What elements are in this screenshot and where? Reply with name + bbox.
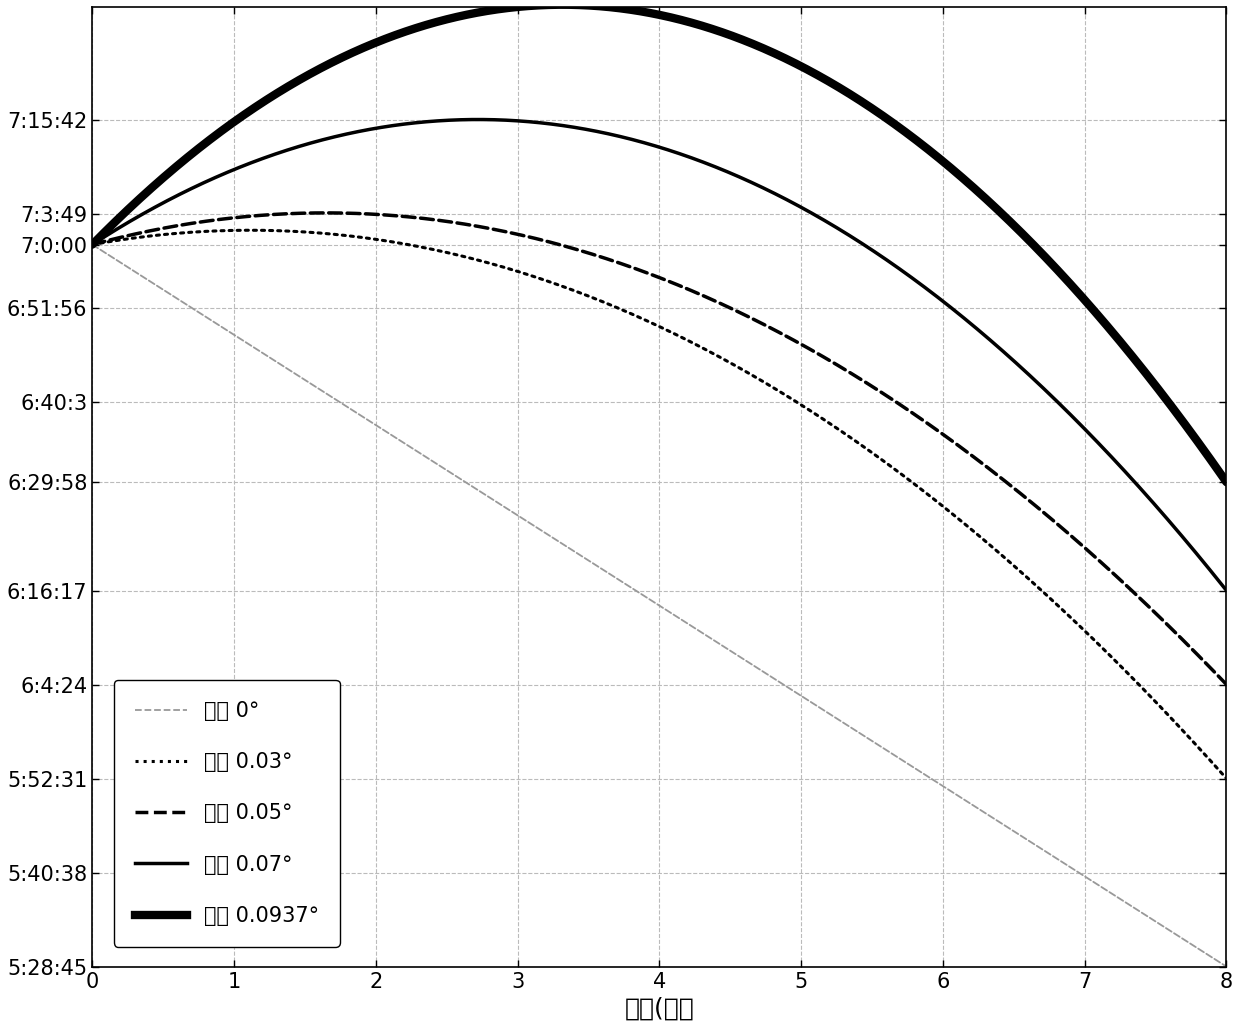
偏置 0.05° bbox=[1187, 645, 1202, 657]
偏置 0° bbox=[1187, 940, 1202, 952]
偏置 0.03° bbox=[84, 238, 99, 251]
Line: 偏置 0.03°: 偏置 0.03° bbox=[92, 230, 1226, 778]
Legend: 偏置 0°, 偏置 0.03°, 偏置 0.05°, 偏置 0.07°, 偏置 0.0937°: 偏置 0°, 偏置 0.03°, 偏置 0.05°, 偏置 0.07°, 偏置 … bbox=[114, 680, 340, 947]
偏置 0° bbox=[636, 589, 651, 601]
偏置 0.07° bbox=[1187, 545, 1202, 557]
偏置 0° bbox=[606, 571, 621, 583]
偏置 0.07° bbox=[471, 113, 486, 125]
偏置 0.03° bbox=[143, 230, 157, 243]
偏置 0° bbox=[143, 276, 157, 288]
偏置 0° bbox=[1219, 960, 1234, 972]
偏置 0° bbox=[1185, 940, 1200, 952]
偏置 0° bbox=[978, 807, 993, 819]
偏置 0.0937° bbox=[606, 1, 621, 13]
偏置 0.07° bbox=[84, 238, 99, 251]
Line: 偏置 0.07°: 偏置 0.07° bbox=[92, 119, 1226, 590]
偏置 0.05° bbox=[1187, 646, 1202, 658]
偏置 0.05° bbox=[1219, 678, 1234, 691]
偏置 0.0937° bbox=[637, 6, 652, 19]
偏置 0.05° bbox=[637, 265, 652, 278]
偏置 0.07° bbox=[637, 137, 652, 149]
偏置 0.0937° bbox=[84, 238, 99, 251]
偏置 0.05° bbox=[317, 207, 332, 219]
偏置 0.05° bbox=[84, 238, 99, 251]
偏置 0.0937° bbox=[556, 0, 570, 11]
偏置 0.05° bbox=[978, 461, 993, 473]
偏置 0.0937° bbox=[1187, 431, 1202, 443]
偏置 0.03° bbox=[1219, 772, 1234, 784]
偏置 0.0937° bbox=[1187, 430, 1202, 442]
偏置 0.07° bbox=[1219, 584, 1234, 596]
偏置 0.05° bbox=[143, 225, 157, 237]
偏置 0.0937° bbox=[978, 192, 993, 205]
偏置 0.05° bbox=[606, 255, 621, 267]
Line: 偏置 0.0937°: 偏置 0.0937° bbox=[92, 5, 1226, 482]
偏置 0.03° bbox=[1187, 736, 1202, 748]
偏置 0.03° bbox=[1187, 737, 1202, 749]
偏置 0.07° bbox=[978, 330, 993, 342]
偏置 0° bbox=[84, 238, 99, 251]
Line: 偏置 0.05°: 偏置 0.05° bbox=[92, 213, 1226, 685]
偏置 0.0937° bbox=[143, 183, 157, 195]
偏置 0.0937° bbox=[1219, 476, 1234, 488]
偏置 0.07° bbox=[143, 204, 157, 216]
偏置 0.03° bbox=[243, 224, 258, 236]
偏置 0.03° bbox=[606, 300, 621, 313]
偏置 0.07° bbox=[606, 128, 621, 141]
X-axis label: 时间(年）: 时间(年） bbox=[625, 997, 694, 1021]
偏置 0.03° bbox=[978, 536, 993, 548]
Line: 偏置 0°: 偏置 0° bbox=[92, 245, 1226, 966]
偏置 0.07° bbox=[1187, 544, 1202, 556]
偏置 0.03° bbox=[637, 314, 652, 326]
